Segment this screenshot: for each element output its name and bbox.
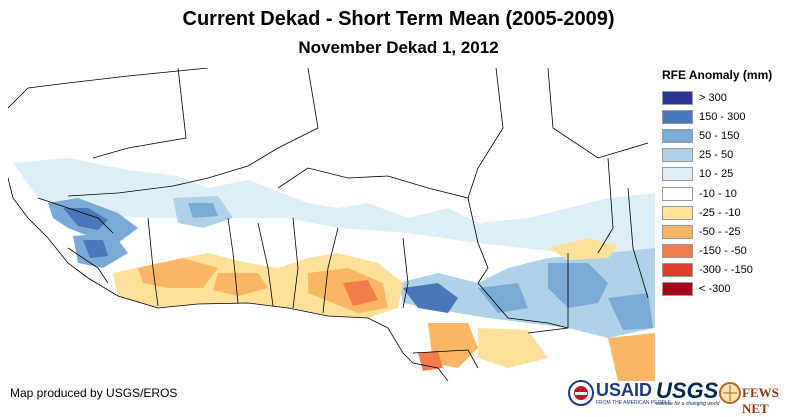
legend-label: 150 - 300 <box>699 110 746 123</box>
map-legend: RFE Anomaly (mm) > 300 150 - 300 50 - 150 2… <box>662 68 792 299</box>
map-subtitle: November Dekad 1, 2012 <box>298 38 499 57</box>
legend-label: -25 - -10 <box>699 206 741 219</box>
legend-label: 10 - 25 <box>699 168 734 181</box>
legend-label: < -300 <box>699 283 731 296</box>
country-borders <box>8 68 649 381</box>
legend-swatch <box>662 109 693 124</box>
legend-swatch <box>662 244 693 259</box>
legend-entry: < -300 <box>662 280 792 299</box>
usgs-logo: USGS <box>656 378 719 403</box>
usaid-seal-icon <box>568 380 594 406</box>
legend-entry: -50 - -25 <box>662 222 792 241</box>
fewsnet-globe-icon <box>719 382 741 404</box>
usaid-logo: USAID <box>596 380 653 400</box>
map-title: Current Dekad - Short Term Mean (2005-20… <box>182 8 615 30</box>
fewsnet-logo: FEWS NET <box>742 385 779 416</box>
legend-entry: 50 - 150 <box>662 126 792 145</box>
legend-swatch <box>662 167 693 182</box>
legend-entry: -25 - -10 <box>662 203 792 222</box>
legend-entries: > 300 150 - 300 50 - 150 25 - 50 10 - 25 -10 … <box>662 88 792 299</box>
legend-entry: 150 - 300 <box>662 107 792 126</box>
legend-swatch <box>662 263 693 278</box>
legend-swatch <box>662 90 693 105</box>
usaid-tagline: FROM THE AMERICAN PEOPLE <box>596 400 671 406</box>
legend-label: -10 - 10 <box>699 187 737 200</box>
agency-logos: USAID FROM THE AMERICAN PEOPLE USGS scie… <box>568 378 794 416</box>
legend-entry: -150 - -50 <box>662 242 792 261</box>
credit-text: Map produced by USGS/EROS <box>10 386 178 400</box>
rfe-anomaly-map <box>8 68 655 381</box>
legend-label: 25 - 50 <box>699 149 734 162</box>
legend-entry: 10 - 25 <box>662 165 792 184</box>
legend-swatch <box>662 186 693 201</box>
legend-label: -150 - -50 <box>699 245 747 258</box>
legend-entry: -10 - 10 <box>662 184 792 203</box>
legend-label: -50 - -25 <box>699 225 741 238</box>
legend-swatch <box>662 205 693 220</box>
legend-swatch <box>662 128 693 143</box>
legend-title: RFE Anomaly (mm) <box>662 68 773 82</box>
legend-entry: > 300 <box>662 88 792 107</box>
anomaly-patches <box>13 158 655 381</box>
legend-swatch <box>662 148 693 163</box>
legend-swatch <box>662 282 693 297</box>
usgs-tagline: science for a changing world <box>656 401 720 407</box>
legend-swatch <box>662 224 693 239</box>
legend-label: 50 - 150 <box>699 129 740 142</box>
legend-entry: 25 - 50 <box>662 146 792 165</box>
legend-label: > 300 <box>699 91 727 104</box>
legend-entry: -300 - -150 <box>662 261 792 280</box>
legend-label: -300 - -150 <box>699 264 753 277</box>
